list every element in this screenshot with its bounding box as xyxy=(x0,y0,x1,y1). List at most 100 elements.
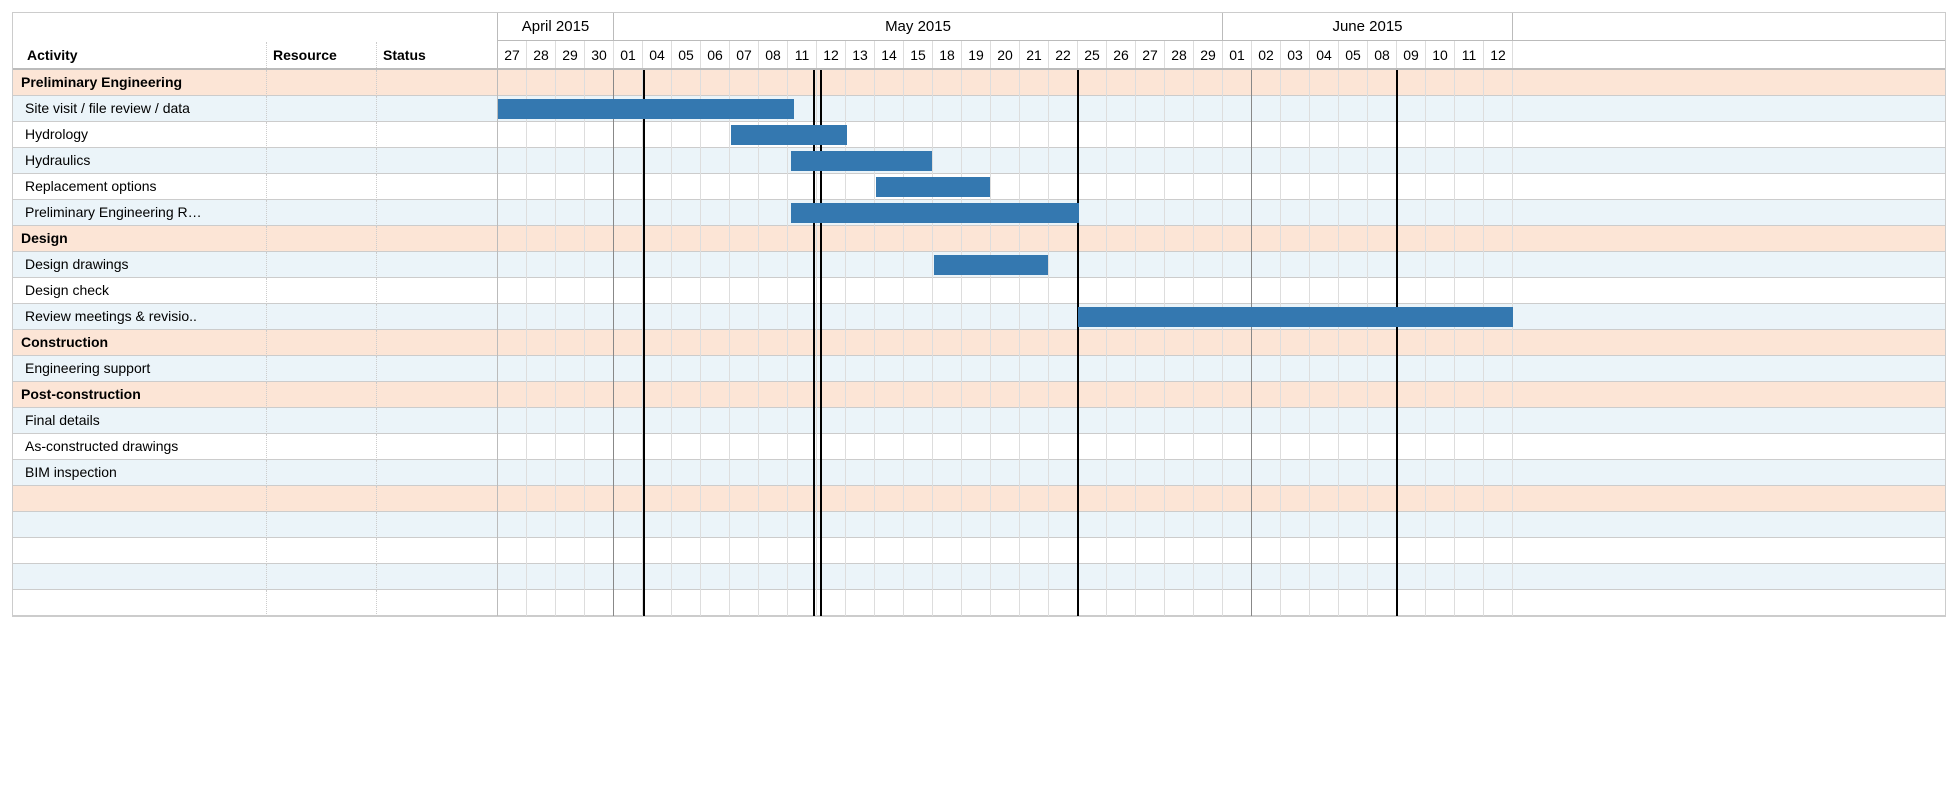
task-status[interactable] xyxy=(377,148,497,174)
task-status[interactable] xyxy=(377,382,497,408)
gantt-bar[interactable] xyxy=(876,177,989,197)
task-resource[interactable] xyxy=(267,174,377,200)
timeline-row xyxy=(498,460,1945,486)
column-header-status[interactable]: Status xyxy=(377,42,497,68)
task-status[interactable] xyxy=(377,538,497,564)
day-header: 28 xyxy=(527,41,556,68)
task-resource[interactable] xyxy=(267,278,377,304)
task-status[interactable] xyxy=(377,174,497,200)
gantt-bar[interactable] xyxy=(498,99,794,119)
task-activity[interactable]: Engineering support xyxy=(13,356,267,382)
task-resource[interactable] xyxy=(267,460,377,486)
task-activity[interactable]: Design drawings xyxy=(13,252,267,278)
task-activity[interactable] xyxy=(13,512,267,538)
task-resource[interactable] xyxy=(267,304,377,330)
task-resource[interactable] xyxy=(267,434,377,460)
task-resource[interactable] xyxy=(267,96,377,122)
day-header: 12 xyxy=(1484,41,1513,68)
task-resource[interactable] xyxy=(267,486,377,512)
task-activity[interactable]: Final details xyxy=(13,408,267,434)
day-header: 12 xyxy=(817,41,846,68)
gantt-bar[interactable] xyxy=(791,151,932,171)
month-header: June 2015 xyxy=(1223,13,1513,40)
task-activity[interactable]: Replacement options xyxy=(13,174,267,200)
task-resource[interactable] xyxy=(267,564,377,590)
gantt-bar[interactable] xyxy=(1078,307,1513,327)
task-status[interactable] xyxy=(377,330,497,356)
task-activity[interactable]: Hydrology xyxy=(13,122,267,148)
task-resource[interactable] xyxy=(267,148,377,174)
task-activity[interactable]: Design check xyxy=(13,278,267,304)
task-activity[interactable]: Hydraulics xyxy=(13,148,267,174)
timeline-row xyxy=(498,538,1945,564)
task-resource[interactable] xyxy=(267,382,377,408)
task-status[interactable] xyxy=(377,590,497,616)
timeline-row xyxy=(498,252,1945,278)
month-header: May 2015 xyxy=(614,13,1223,40)
task-resource[interactable] xyxy=(267,512,377,538)
gantt-header: Activity Resource Status April 2015May 2… xyxy=(13,13,1945,70)
task-activity[interactable] xyxy=(13,564,267,590)
task-activity[interactable]: Site visit / file review / data xyxy=(13,96,267,122)
task-activity[interactable]: As-constructed drawings xyxy=(13,434,267,460)
task-status[interactable] xyxy=(377,434,497,460)
task-resource[interactable] xyxy=(267,408,377,434)
day-header: 14 xyxy=(875,41,904,68)
gantt-bar[interactable] xyxy=(731,125,847,145)
task-status[interactable] xyxy=(377,200,497,226)
day-header: 02 xyxy=(1252,41,1281,68)
day-header: 13 xyxy=(846,41,875,68)
group-header[interactable]: Construction xyxy=(13,330,267,356)
task-status[interactable] xyxy=(377,252,497,278)
group-header[interactable]: Design xyxy=(13,226,267,252)
task-resource[interactable] xyxy=(267,356,377,382)
task-status[interactable] xyxy=(377,564,497,590)
gantt-bar[interactable] xyxy=(934,255,1047,275)
left-body-panel: Preliminary EngineeringSite visit / file… xyxy=(13,70,498,616)
timeline-row xyxy=(498,96,1945,122)
timeline-row xyxy=(498,174,1945,200)
task-resource[interactable] xyxy=(267,252,377,278)
task-resource[interactable] xyxy=(267,590,377,616)
task-activity[interactable]: BIM inspection xyxy=(13,460,267,486)
day-header: 22 xyxy=(1049,41,1078,68)
task-activity[interactable] xyxy=(13,538,267,564)
timeline-row xyxy=(498,122,1945,148)
column-header-resource[interactable]: Resource xyxy=(267,42,377,68)
day-header: 27 xyxy=(1136,41,1165,68)
group-header[interactable] xyxy=(13,486,267,512)
task-status[interactable] xyxy=(377,304,497,330)
task-status[interactable] xyxy=(377,226,497,252)
day-header: 08 xyxy=(1368,41,1397,68)
day-header: 25 xyxy=(1078,41,1107,68)
task-activity[interactable]: Preliminary Engineering R… xyxy=(13,200,267,226)
task-status[interactable] xyxy=(377,96,497,122)
day-header: 08 xyxy=(759,41,788,68)
task-status[interactable] xyxy=(377,460,497,486)
timeline-row xyxy=(498,486,1945,512)
task-resource[interactable] xyxy=(267,226,377,252)
task-resource[interactable] xyxy=(267,330,377,356)
task-status[interactable] xyxy=(377,70,497,96)
task-resource[interactable] xyxy=(267,70,377,96)
task-status[interactable] xyxy=(377,486,497,512)
task-status[interactable] xyxy=(377,122,497,148)
task-status[interactable] xyxy=(377,278,497,304)
timeline-row xyxy=(498,226,1945,252)
group-header[interactable]: Post-construction xyxy=(13,382,267,408)
day-header: 03 xyxy=(1281,41,1310,68)
column-header-activity[interactable]: Activity xyxy=(13,42,267,68)
task-status[interactable] xyxy=(377,408,497,434)
day-header: 19 xyxy=(962,41,991,68)
group-header[interactable]: Preliminary Engineering xyxy=(13,70,267,96)
task-activity[interactable]: Review meetings & revisio.. xyxy=(13,304,267,330)
task-resource[interactable] xyxy=(267,538,377,564)
task-activity[interactable] xyxy=(13,590,267,616)
gantt-bar[interactable] xyxy=(791,203,1080,223)
month-row: April 2015May 2015June 2015 xyxy=(498,13,1945,41)
task-status[interactable] xyxy=(377,512,497,538)
task-resource[interactable] xyxy=(267,200,377,226)
task-resource[interactable] xyxy=(267,122,377,148)
day-header: 11 xyxy=(1455,41,1484,68)
task-status[interactable] xyxy=(377,356,497,382)
